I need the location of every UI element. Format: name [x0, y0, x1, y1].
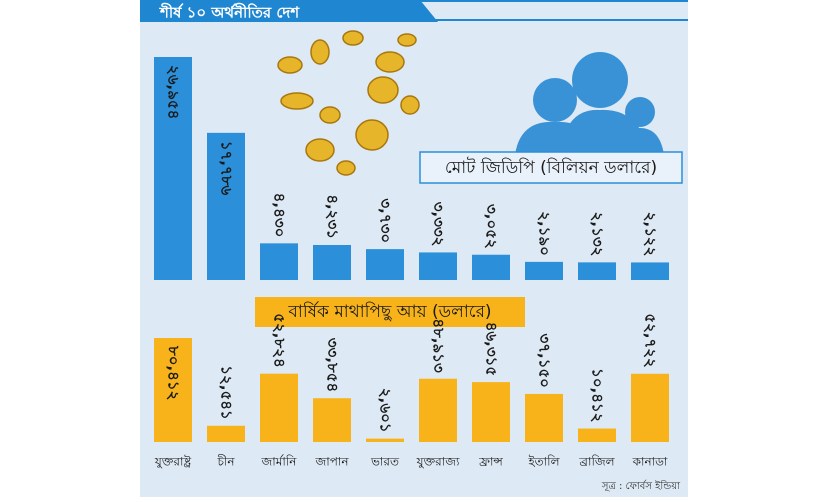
x-tick-label: জাপান — [314, 455, 349, 469]
bar — [578, 262, 616, 280]
value-label: ৩৩,৮৫৪ — [324, 338, 342, 392]
bar — [260, 243, 298, 280]
bar — [207, 132, 245, 280]
x-tick-label: ইতালি — [527, 455, 560, 469]
bar — [207, 425, 245, 442]
value-label: ২,১৯০ — [536, 211, 554, 256]
x-tick-label: ভারত — [370, 455, 400, 469]
bar — [154, 338, 192, 442]
income-title: বার্ষিক মাথাপিছু আয় (ডলারে) — [287, 301, 491, 322]
bar — [313, 398, 351, 442]
bar — [631, 262, 669, 280]
title: শীর্ষ ১০ অর্থনীতির দেশ — [159, 3, 300, 22]
bar — [631, 373, 669, 442]
bar — [366, 249, 404, 280]
value-label: ৮০,৪১২ — [165, 345, 183, 400]
value-label: ৪৮,৯১৩ — [430, 318, 448, 373]
family-silhouette — [515, 52, 664, 155]
value-label: ২,৬০১ — [377, 388, 395, 433]
income-label-box — [255, 297, 525, 327]
bar — [525, 393, 563, 442]
value-label: ২,১২২ — [642, 212, 660, 257]
bar — [313, 244, 351, 280]
value-label: ১৭,৭৮৬ — [218, 141, 236, 196]
coins — [277, 30, 420, 176]
value-label: ২৬,৯৫৪ — [165, 65, 183, 119]
value-label: ৪৬,৩১৫ — [483, 322, 501, 376]
x-tick-label: চীন — [216, 455, 235, 469]
value-label: ১০,৪১২ — [589, 368, 607, 422]
bar — [260, 373, 298, 442]
x-tick-label: জার্মানি — [261, 455, 298, 469]
bar — [154, 57, 192, 280]
value-label: ৫২,৮২৪ — [271, 313, 289, 367]
x-tick-label: কানাডা — [632, 455, 668, 469]
gdp-label-box — [419, 151, 683, 184]
value-label: ৩,৭৩০ — [377, 198, 395, 243]
bar — [419, 252, 457, 280]
bar — [578, 428, 616, 442]
value-label: ৪,২৩১ — [324, 194, 342, 239]
bar — [419, 378, 457, 442]
source: সূত্র : ফোর্বস ইন্ডিয়া — [601, 480, 681, 492]
value-label: ৩,০৫২ — [483, 204, 501, 249]
x-tick-label: ব্রাজিল — [578, 455, 615, 469]
value-label: ২,১৩২ — [589, 212, 607, 257]
gdp-title: মোট জিডিপি (বিলিয়ন ডলারে) — [445, 157, 657, 178]
x-tick-label: যুক্তরাজ্য — [416, 455, 460, 470]
bar — [472, 382, 510, 442]
value-label: ৫২,৭২২ — [642, 313, 660, 367]
x-tick-label: ফ্রান্স — [478, 455, 503, 469]
bar — [366, 438, 404, 442]
x-tick-label: যুক্তরাষ্ট্র — [154, 455, 192, 470]
bar — [472, 254, 510, 280]
value-label: ৪,৪৩০ — [271, 193, 289, 238]
title-tab — [140, 0, 438, 22]
value-label: ৩৭,১৫০ — [536, 334, 554, 388]
value-label: ৩,৩৩২ — [430, 202, 448, 247]
bar — [525, 261, 563, 280]
value-label: ১২,৫৪১ — [218, 365, 236, 419]
